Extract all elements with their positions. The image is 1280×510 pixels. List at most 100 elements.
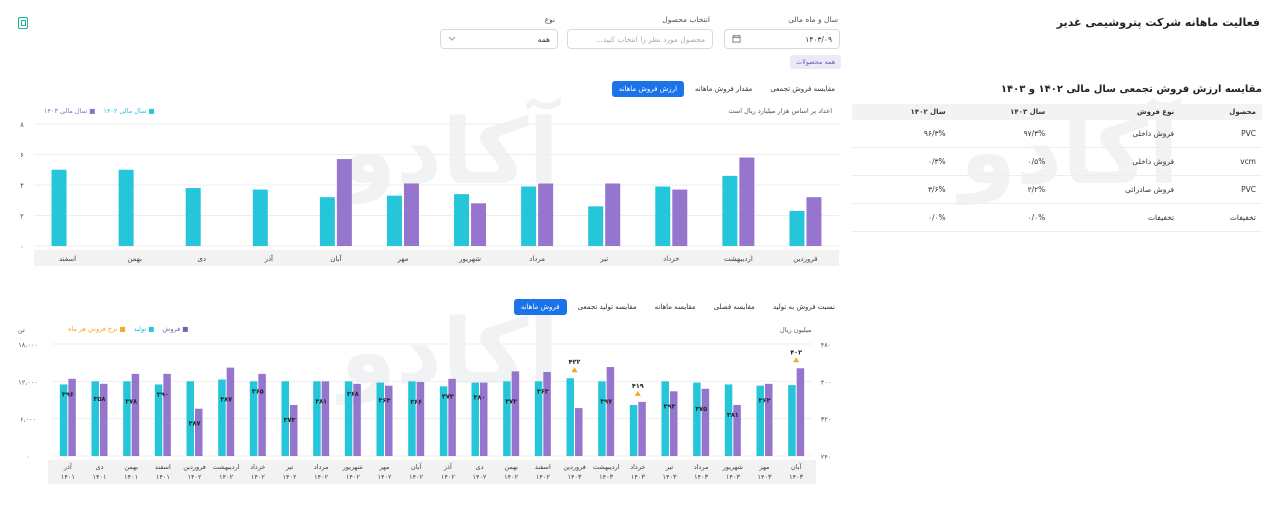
sales-bar — [511, 371, 520, 456]
x-tick-year: ۱۴۰۲ — [409, 473, 423, 481]
x-tick-year: ۱۴۰۲ — [378, 473, 392, 481]
product-select[interactable]: محصول مورد نظر را انتخاب کنید... — [567, 29, 713, 49]
tab-monthly-comparison[interactable]: مقایسه ماهانه — [654, 303, 696, 311]
x-tick-year: ۱۴۰۳ — [726, 473, 740, 481]
sales-bar — [163, 373, 171, 456]
bar — [386, 195, 402, 246]
bottom-legend: ■ فروش ■ تولید ■ نرخ فروش هر ماه — [68, 325, 188, 333]
cell: vcm — [1180, 147, 1262, 176]
legend-sales[interactable]: ■ فروش — [162, 325, 189, 333]
legend-1403[interactable]: ■ سال مالی ۱۴۰۳ — [44, 107, 96, 115]
production-bar — [756, 385, 764, 456]
rate-label: ۳۹۷ — [600, 397, 612, 405]
tab-monthly-sales-value[interactable]: ارزش فروش ماهانه — [611, 81, 685, 97]
comparison-table: محصول نوع فروش سال ۱۴۰۳ سال ۱۴۰۲ PVC فرو… — [852, 104, 1262, 232]
legend-rate[interactable]: ■ نرخ فروش هر ماه — [68, 325, 126, 333]
cell: PVC — [1180, 120, 1262, 148]
sales-bar — [195, 408, 203, 456]
production-bar — [154, 384, 163, 456]
left-axis-unit: تن — [18, 326, 25, 334]
rate-marker — [634, 390, 641, 396]
cell: فروش داخلی — [1051, 147, 1181, 176]
x-tick-label: خرداد — [663, 255, 679, 263]
production-bar — [408, 381, 416, 456]
x-tick-year: ۱۴۰۳ — [568, 473, 582, 481]
sales-bar — [606, 367, 615, 456]
tab-monthly-sales[interactable]: فروش ماهانه — [513, 299, 567, 315]
x-tick-year: ۱۴۰۳ — [631, 473, 645, 481]
left-tick-label: ۰ — [26, 453, 30, 461]
x-tick-year: ۱۴۰۲ — [536, 473, 550, 481]
sales-bar — [321, 381, 330, 456]
monthly-sales-production-chart: ۰ ۶,۰۰۰ ۱۲,۰۰۰ ۱۸,۰۰۰ ۲۴۰ ۳۲۰ ۴۰۰ ۴۸۰ آذر ۱۴۰۱ ۳۹۶… — [18, 341, 831, 484]
bar — [252, 189, 268, 246]
x-tick-label: مرداد — [529, 255, 545, 263]
x-tick-month: مهر — [758, 463, 769, 471]
export-icon[interactable] — [18, 17, 28, 29]
y-tick-label: ۲ — [20, 213, 24, 221]
x-tick-month: شهریور — [722, 463, 743, 471]
x-tick-year: ۱۴۰۱ — [124, 473, 138, 481]
left-tick-label: ۱۸,۰۰۰ — [18, 341, 38, 349]
y-tick-label: ۸ — [20, 121, 24, 129]
bar — [789, 210, 805, 246]
type-select[interactable]: همه — [440, 29, 558, 49]
bar — [672, 189, 688, 246]
rate-label: ۳۷۳ — [284, 416, 296, 424]
tab-seasonal-comparison[interactable]: مقایسه فصلی — [713, 303, 755, 311]
x-tick-month: آذر — [443, 462, 453, 471]
rate-label: ۳۸۷ — [189, 420, 201, 428]
production-bar — [788, 385, 796, 456]
cell: ۰/۰% — [951, 203, 1052, 232]
sales-bar — [68, 378, 76, 456]
all-products-chip[interactable]: همه محصولات — [790, 55, 842, 69]
rate-marker — [571, 367, 578, 373]
col-1402: سال ۱۴۰۲ — [852, 104, 952, 120]
x-tick-month: اسفند — [535, 463, 551, 471]
bar — [655, 186, 671, 246]
rate-label: ۴۱۹ — [632, 382, 644, 390]
cell: ۹۶/۳% — [852, 120, 952, 148]
right-tick-label: ۴۸۰ — [821, 341, 831, 349]
bar — [185, 188, 201, 246]
rate-label: ۳۷۵ — [695, 405, 707, 413]
monthly-sales-value-chart: ۰ ۲ ۴ ۶ ۸ فروردین اردیبهشت خرداد تیر مرداد شهریور م… — [20, 121, 839, 266]
sales-bar — [131, 373, 140, 456]
cell: تخفیفات — [1180, 203, 1262, 232]
tab-monthly-sales-quantity[interactable]: مقدار فروش ماهانه — [695, 85, 753, 93]
tab-cumulative-production[interactable]: مقایسه تولید تجمعی — [577, 303, 637, 311]
cell: ۰/۳% — [852, 147, 952, 176]
x-tick-label: تیر — [599, 255, 608, 263]
production-bar — [471, 382, 479, 456]
type-value: همه — [537, 34, 550, 44]
rate-label: ۳۶۸ — [347, 390, 359, 398]
x-tick-year: ۱۴۰۲ — [441, 473, 455, 481]
col-product: محصول — [1180, 104, 1262, 120]
x-tick-label: اردیبهشت — [724, 255, 753, 263]
tab-sales-production-ratio[interactable]: نسبت فروش به تولید — [772, 303, 835, 311]
legend-production[interactable]: ■ تولید — [133, 325, 155, 333]
x-tick-month: مرداد — [694, 463, 709, 471]
year-month-picker[interactable]: ۱۴۰۳/۰۹ — [724, 29, 840, 49]
sales-bar — [480, 382, 488, 456]
tab-cumulative-sales[interactable]: مقایسه فروش تجمعی — [770, 85, 835, 93]
x-tick-month: آبان — [791, 462, 803, 471]
bar — [722, 175, 738, 246]
sales-bar — [701, 388, 710, 456]
rate-label: ۳۶۶ — [410, 398, 422, 406]
table-row: vcm فروش داخلی ۰/۵% ۰/۳% — [852, 147, 1262, 176]
x-tick-month: تیر — [665, 463, 674, 471]
legend-1402[interactable]: ■ سال مالی ۱۴۰۲ — [103, 107, 155, 115]
product-label: انتخاب محصول — [662, 15, 710, 24]
cell: ۹۷/۳% — [951, 120, 1052, 148]
x-tick-month: فروردین — [563, 463, 586, 471]
left-tick-label: ۱۲,۰۰۰ — [18, 378, 38, 386]
y-tick-label: ۰ — [20, 243, 24, 251]
x-tick-year: ۱۴۰۲ — [188, 473, 202, 481]
bar — [588, 206, 604, 246]
cell: تخفیفات — [1051, 203, 1181, 232]
table-header-row: محصول نوع فروش سال ۱۴۰۳ سال ۱۴۰۲ — [852, 104, 1262, 120]
x-tick-year: ۱۴۰۲ — [251, 473, 265, 481]
y-tick-label: ۶ — [20, 152, 24, 160]
production-bar — [724, 384, 733, 456]
